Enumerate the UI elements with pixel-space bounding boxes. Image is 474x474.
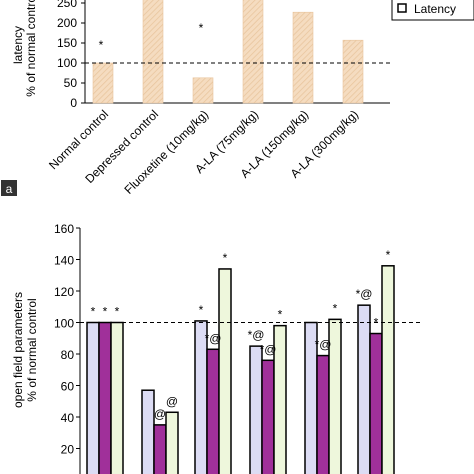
y-tick-label: 250 <box>57 0 77 10</box>
annotation: *@ <box>260 342 277 356</box>
y-tick-label: 150 <box>57 36 77 50</box>
bar <box>141 389 155 474</box>
annotation: * <box>199 303 204 317</box>
bar <box>86 321 100 474</box>
bar <box>249 345 263 474</box>
y-tick-label: 80 <box>61 348 75 362</box>
annotation: @ <box>166 394 178 408</box>
bar <box>192 77 214 104</box>
legend-label: Latency <box>414 2 456 16</box>
y-tick-label: 160 <box>54 222 74 236</box>
annotation: * <box>386 248 391 262</box>
bar <box>206 348 220 474</box>
bar <box>342 39 364 104</box>
bar <box>92 62 114 104</box>
panel-label-box <box>1 180 17 196</box>
annotation: *@ <box>315 338 332 352</box>
y-axis-label: open field parameters <box>11 292 25 408</box>
y-tick-label: 200 <box>57 16 77 30</box>
bar <box>381 265 395 474</box>
annotation: * <box>223 251 228 265</box>
bar <box>218 268 232 474</box>
bar <box>242 0 264 104</box>
annotation: * <box>199 21 204 35</box>
y-axis-label: latency <box>11 26 25 64</box>
annotation: * <box>91 305 96 319</box>
bar <box>98 321 112 474</box>
y-tick-label: 140 <box>54 254 74 268</box>
annotation: * <box>278 308 283 322</box>
annotation: * <box>103 305 108 319</box>
y-tick-label: 100 <box>54 317 74 331</box>
annotation: *@ <box>248 328 265 342</box>
bar <box>110 321 124 474</box>
bar <box>142 0 164 104</box>
x-tick-label: Fluoxetine (10mg/kg) <box>122 107 212 197</box>
y-tick-label: 100 <box>57 56 77 70</box>
y-tick-label: 0 <box>70 96 77 110</box>
y-tick-label: 40 <box>61 411 75 425</box>
annotation: * <box>99 38 104 52</box>
annotation: @ <box>154 407 166 421</box>
y-axis-label: % of normal control <box>24 0 38 97</box>
annotation: * <box>115 305 120 319</box>
y-axis-label: % of normal control <box>25 298 39 401</box>
annotation: *@ <box>205 331 222 345</box>
annotation: *@ <box>356 287 373 301</box>
bar <box>369 332 383 474</box>
annotation: * <box>333 301 338 315</box>
y-tick-label: 50 <box>64 76 78 90</box>
legend-box <box>391 0 474 21</box>
y-tick-label: 60 <box>61 380 75 394</box>
bar <box>316 354 330 474</box>
y-tick-label: 120 <box>54 285 74 299</box>
bar <box>328 318 342 474</box>
legend-swatch <box>397 3 407 13</box>
y-tick-label: 20 <box>61 443 75 457</box>
bar <box>357 304 371 474</box>
panel-label: a <box>6 182 13 196</box>
bar <box>261 359 275 474</box>
bar <box>153 424 167 474</box>
bar <box>165 411 179 474</box>
annotation: * <box>374 316 379 330</box>
bar <box>292 11 314 104</box>
bar <box>273 324 287 474</box>
